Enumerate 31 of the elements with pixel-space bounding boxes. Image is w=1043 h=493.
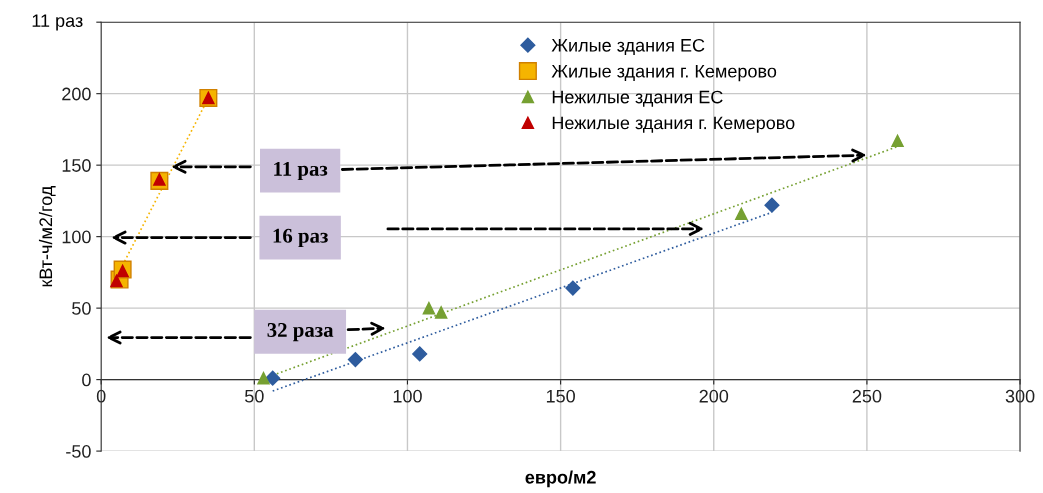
legend-label: Жилые здания г. Кемерово xyxy=(551,64,777,82)
point xyxy=(422,301,436,315)
y-axis-title: кВт-ч/м2/год xyxy=(38,186,56,287)
point xyxy=(347,352,363,368)
point xyxy=(434,306,448,319)
annotation: 16 раз xyxy=(273,228,328,248)
y-tick-label: 50 xyxy=(72,302,91,315)
annotation: 11 раз xyxy=(274,161,328,181)
point xyxy=(764,197,780,213)
point xyxy=(565,280,581,296)
x-tick-label: 150 xyxy=(546,389,575,403)
x-tick-label: 50 xyxy=(245,389,264,403)
y-tick-label: 100 xyxy=(62,230,91,244)
annotation: 32 раза xyxy=(267,322,334,342)
legend-label: Нежилые здания ЕС xyxy=(552,90,723,107)
point xyxy=(257,371,270,385)
y-tick-label: -50 xyxy=(66,445,91,458)
x-tick-label: 200 xyxy=(699,389,729,403)
point xyxy=(735,207,748,221)
point xyxy=(891,134,904,148)
y-tick-label: 200 xyxy=(62,87,91,101)
legend-label: Нежилые здания г. Кемерово xyxy=(552,116,795,133)
x-axis-title: евро/м2 xyxy=(525,470,596,488)
y-tick-label: 0 xyxy=(82,373,91,387)
point xyxy=(265,370,281,386)
point xyxy=(412,346,428,362)
y-tick-label: 150 xyxy=(62,159,91,172)
text: 11 раз xyxy=(32,14,83,31)
x-tick-label: 100 xyxy=(393,389,422,403)
legend-label: Жилые здания ЕС xyxy=(551,38,705,56)
x-tick-label: 250 xyxy=(852,389,882,403)
